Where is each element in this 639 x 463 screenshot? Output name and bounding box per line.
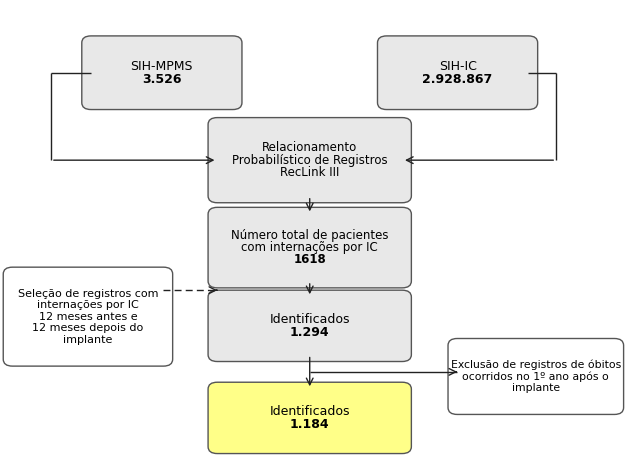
- Text: Identificados: Identificados: [270, 405, 350, 418]
- Text: Exclusão de registros de óbitos: Exclusão de registros de óbitos: [450, 360, 621, 370]
- Text: 1618: 1618: [293, 253, 326, 266]
- Text: Seleção de registros com: Seleção de registros com: [18, 288, 158, 299]
- Text: com internações por IC: com internações por IC: [242, 241, 378, 254]
- FancyBboxPatch shape: [208, 290, 412, 362]
- FancyBboxPatch shape: [378, 36, 537, 110]
- FancyBboxPatch shape: [208, 382, 412, 454]
- Text: Probabilístico de Registros: Probabilístico de Registros: [232, 154, 387, 167]
- Text: 12 meses depois do: 12 meses depois do: [33, 323, 144, 333]
- Text: 1.294: 1.294: [290, 326, 330, 339]
- Text: RecLink III: RecLink III: [280, 166, 339, 179]
- Text: implante: implante: [63, 335, 112, 344]
- FancyBboxPatch shape: [208, 118, 412, 203]
- Text: Relacionamento: Relacionamento: [262, 141, 357, 155]
- FancyBboxPatch shape: [448, 338, 624, 414]
- Text: Identificados: Identificados: [270, 313, 350, 326]
- FancyBboxPatch shape: [82, 36, 242, 110]
- Text: internações por IC: internações por IC: [37, 300, 139, 310]
- Text: implante: implante: [512, 383, 560, 393]
- FancyBboxPatch shape: [208, 207, 412, 288]
- Text: 2.928.867: 2.928.867: [422, 73, 493, 86]
- FancyBboxPatch shape: [3, 267, 173, 366]
- Text: SIH-MPMS: SIH-MPMS: [130, 60, 193, 73]
- Text: 12 meses antes e: 12 meses antes e: [38, 312, 137, 322]
- Text: 3.526: 3.526: [142, 73, 181, 86]
- Text: ocorridos no 1º ano após o: ocorridos no 1º ano após o: [463, 371, 609, 382]
- Text: 1.184: 1.184: [290, 418, 330, 431]
- Text: SIH-IC: SIH-IC: [438, 60, 477, 73]
- Text: Número total de pacientes: Número total de pacientes: [231, 229, 389, 242]
